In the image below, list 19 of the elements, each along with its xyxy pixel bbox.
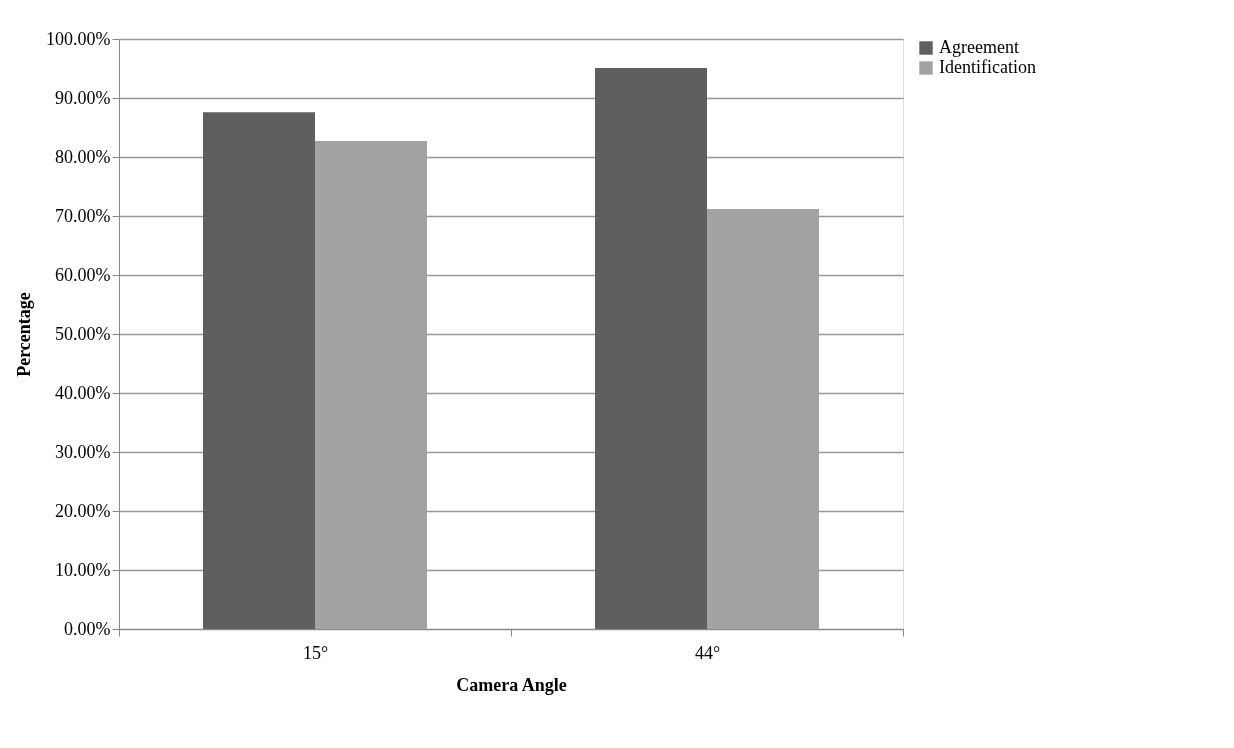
y-axis-title: Percentage	[14, 292, 35, 377]
y-tick-label: 50.00%	[55, 323, 111, 344]
y-tick-label: 60.00%	[55, 264, 111, 285]
y-tick-label: 30.00%	[55, 441, 111, 462]
y-tick-label: 80.00%	[55, 146, 111, 167]
bar	[203, 112, 315, 629]
y-tick-label: 10.00%	[55, 559, 111, 580]
legend-label: Agreement	[939, 37, 1019, 57]
y-tick-label: 40.00%	[55, 382, 111, 403]
y-tick-label: 20.00%	[55, 500, 111, 521]
bar	[595, 67, 707, 629]
y-tick-label: 90.00%	[55, 87, 111, 108]
legend-label: Identification	[939, 57, 1036, 77]
x-tick-label: 15°	[302, 642, 329, 663]
y-tick-label: 0.00%	[64, 618, 111, 639]
x-tick-label: 44°	[694, 642, 721, 663]
x-axis-title: Camera Angle	[456, 674, 567, 695]
y-tick-label: 70.00%	[55, 205, 111, 226]
y-tick-label: 100.00%	[46, 28, 111, 49]
